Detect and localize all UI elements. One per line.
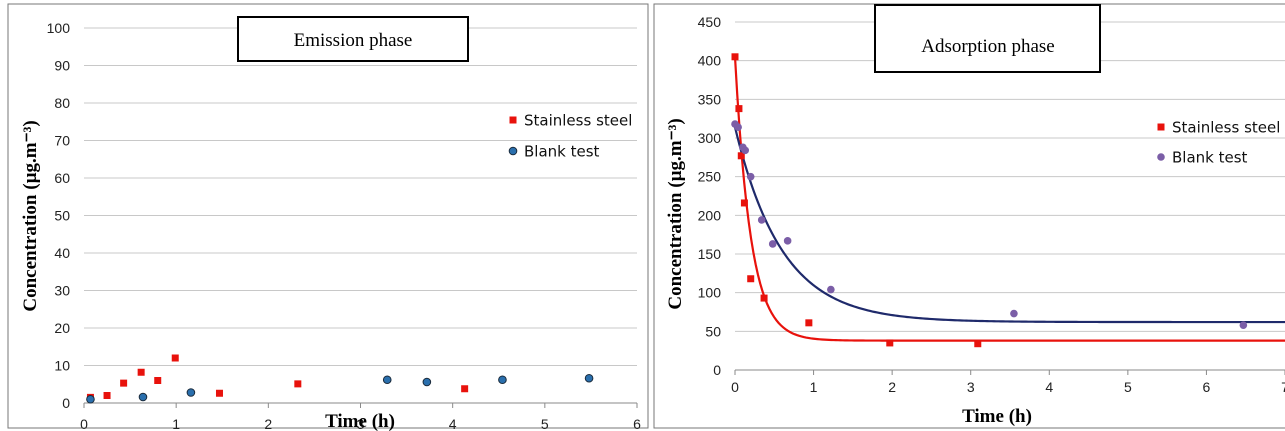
x-tick-label: 6 xyxy=(1203,379,1211,395)
y-tick-label: 100 xyxy=(698,285,722,301)
legend-marker-blank-test xyxy=(1157,153,1165,161)
chart-title: Emission phase xyxy=(294,30,413,51)
emission-phase-chart: 0 10 20 30 40 50 60 70 80 90 100 0 1 2 3 4 5 6 Stainless s… xyxy=(7,3,649,431)
y-tick-label: 150 xyxy=(698,246,722,262)
chart-title-box xyxy=(237,16,469,62)
adsorption-phase-chart-panel: 0 50 100 150 200 250 300 350 400 450 0 1 2 3 4 5 6 7 Stain… xyxy=(652,0,1285,431)
x-tick-label: 6 xyxy=(633,416,641,431)
x-tick-label: 4 xyxy=(1045,379,1053,395)
data-point-blank-test xyxy=(1239,321,1248,329)
data-point-stainless-steel xyxy=(760,294,768,302)
legend-marker-stainless-steel xyxy=(509,116,517,124)
data-point-stainless-steel xyxy=(974,340,982,348)
x-tick-label: 3 xyxy=(357,416,365,431)
data-point-blank-test xyxy=(86,394,95,404)
chart-frame xyxy=(7,3,649,429)
legend-marker-stainless-steel xyxy=(1157,123,1165,131)
y-tick-label: 0 xyxy=(62,395,70,411)
data-point-blank-test xyxy=(498,375,507,385)
emission-phase-chart-panel: 0 10 20 30 40 50 60 70 80 90 100 0 1 2 3 4 5 6 Stainless s… xyxy=(7,3,649,431)
data-point-stainless-steel xyxy=(886,339,894,347)
x-axis-title: Time (h) xyxy=(325,411,395,431)
data-point-stainless-steel xyxy=(103,392,111,399)
data-point-stainless-steel xyxy=(171,354,179,362)
data-point-stainless-steel xyxy=(731,53,739,61)
y-tick-label: 80 xyxy=(54,95,70,111)
data-point-stainless-steel xyxy=(137,368,145,376)
data-point-stainless-steel xyxy=(294,380,302,388)
data-point-blank-test xyxy=(584,373,594,383)
y-tick-label: 10 xyxy=(54,358,70,374)
x-tick-label: 0 xyxy=(731,379,739,395)
y-tick-label: 0 xyxy=(713,362,721,378)
data-point-stainless-steel xyxy=(747,275,755,283)
data-point-blank-test xyxy=(768,240,777,248)
fit-curve-blank-test xyxy=(733,126,1285,324)
y-tick-label: 100 xyxy=(47,20,71,36)
y-tick-label: 450 xyxy=(698,14,722,30)
chart-title: Adsorption phase xyxy=(921,36,1055,57)
x-tick-label: 5 xyxy=(1124,379,1132,395)
y-tick-label: 20 xyxy=(54,320,70,336)
y-tick-label: 50 xyxy=(54,208,70,224)
data-point-blank-test xyxy=(382,375,392,385)
data-point-blank-test xyxy=(741,146,750,155)
data-point-stainless-steel xyxy=(805,319,813,327)
y-tick-label: 90 xyxy=(54,58,70,74)
x-tick-label: 2 xyxy=(264,416,272,431)
legend-label-stainless-steel: Stainless steel xyxy=(1172,119,1280,137)
data-point-stainless-steel xyxy=(120,379,128,387)
data-point-blank-test xyxy=(827,285,835,294)
data-point-stainless-steel xyxy=(461,385,469,393)
y-tick-label: 40 xyxy=(54,245,70,261)
data-point-blank-test xyxy=(783,237,792,245)
legend-label-blank-test: Blank test xyxy=(1172,149,1248,167)
y-tick-label: 50 xyxy=(705,323,721,339)
chart-title-box xyxy=(874,4,1101,73)
adsorption-phase-chart: 0 50 100 150 200 250 300 350 400 450 0 1 2 3 4 5 6 7 Stain… xyxy=(653,3,1285,429)
data-point-blank-test xyxy=(186,388,196,397)
data-point-stainless-steel xyxy=(740,199,748,207)
y-tick-label: 250 xyxy=(698,169,722,185)
fit-curve-stainless-steel xyxy=(733,56,1285,342)
x-tick-label: 0 xyxy=(80,416,88,431)
x-tick-label: 1 xyxy=(810,379,818,395)
x-tick-label: 7 xyxy=(1281,379,1285,395)
x-tick-label: 5 xyxy=(541,416,549,431)
y-axis-title: Concentration (µg.m⁻³) xyxy=(20,120,41,311)
data-point-stainless-steel xyxy=(154,377,162,384)
x-tick-label: 4 xyxy=(449,416,457,431)
data-point-blank-test xyxy=(422,377,432,387)
data-point-stainless-steel xyxy=(737,152,745,160)
data-point-blank-test xyxy=(746,172,755,181)
data-point-blank-test xyxy=(757,216,766,224)
data-point-stainless-steel xyxy=(215,389,223,397)
y-tick-label: 400 xyxy=(698,53,722,69)
legend-marker-blank-test xyxy=(508,146,518,156)
data-point-blank-test xyxy=(138,392,148,402)
x-tick-label: 3 xyxy=(967,379,975,395)
data-point-blank-test xyxy=(734,123,742,131)
legend-label-stainless-steel: Stainless steel xyxy=(524,112,632,130)
y-tick-label: 200 xyxy=(698,207,722,223)
data-point-blank-test xyxy=(1010,309,1018,318)
x-tick-label: 1 xyxy=(172,416,180,431)
x-axis-title: Time (h) xyxy=(962,406,1032,427)
y-tick-label: 30 xyxy=(54,283,70,299)
y-axis-title: Concentration (µg.m⁻³) xyxy=(665,118,686,309)
y-tick-label: 60 xyxy=(54,170,70,186)
legend-label-blank-test: Blank test xyxy=(524,143,600,161)
y-tick-label: 300 xyxy=(698,130,722,146)
y-tick-label: 350 xyxy=(698,91,722,107)
y-tick-label: 70 xyxy=(54,133,70,149)
data-point-stainless-steel xyxy=(735,105,743,113)
x-tick-label: 2 xyxy=(888,379,896,395)
